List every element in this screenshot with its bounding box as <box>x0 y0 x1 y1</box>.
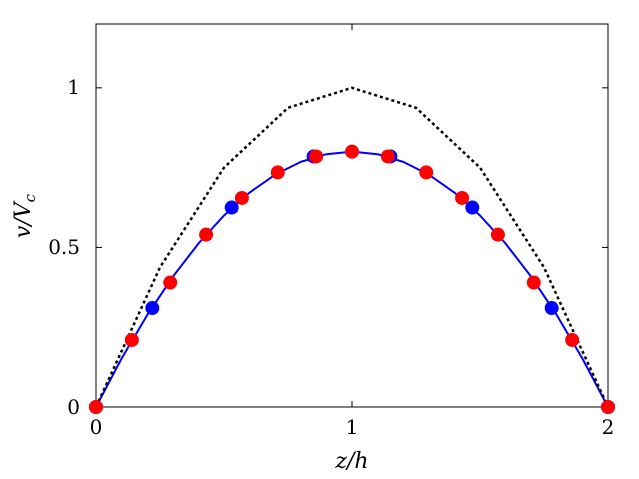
series-0-line <box>94 86 610 408</box>
x-axis-label: z/h <box>334 449 368 474</box>
series-3-point-8 <box>380 149 395 164</box>
y-axis-label-main: v/V <box>11 200 36 238</box>
y-tick-label-1: 0.5 <box>48 235 80 259</box>
series-2-point-5 <box>465 200 480 215</box>
tick-marks <box>95 24 609 408</box>
series-2-point-1 <box>145 301 160 316</box>
x-tick-label-1: 1 <box>346 415 359 439</box>
series-3-point-11 <box>490 227 505 242</box>
series-2-point-2 <box>224 200 239 215</box>
series-3-point-10 <box>455 190 470 205</box>
series-3-point-2 <box>163 275 178 290</box>
series-3-point-4 <box>234 190 249 205</box>
series-3-point-6 <box>309 149 324 164</box>
series-layer <box>89 86 615 414</box>
y-axis-label-group: v/Vc <box>11 193 39 238</box>
series-3-point-12 <box>526 275 541 290</box>
series-3-point-5 <box>270 165 285 180</box>
plot-frame <box>95 23 609 408</box>
x-tick-label-2: 2 <box>602 415 615 439</box>
series-3-point-0 <box>89 400 103 414</box>
y-tick-label-2: 1 <box>67 75 80 99</box>
x-tick-label-0: 0 <box>90 415 103 439</box>
y-axis-label: v/Vc <box>11 193 39 238</box>
series-3-point-14 <box>601 400 615 414</box>
y-tick-label-0: 0 <box>67 395 80 419</box>
series-3-point-7 <box>345 144 359 159</box>
series-3-point-3 <box>199 227 214 242</box>
series-2-point-6 <box>544 301 559 316</box>
series-3-point-1 <box>124 332 139 347</box>
series-3-point-13 <box>565 332 580 347</box>
series-3-point-9 <box>419 165 434 180</box>
y-axis-label-subscript: c <box>21 193 39 202</box>
